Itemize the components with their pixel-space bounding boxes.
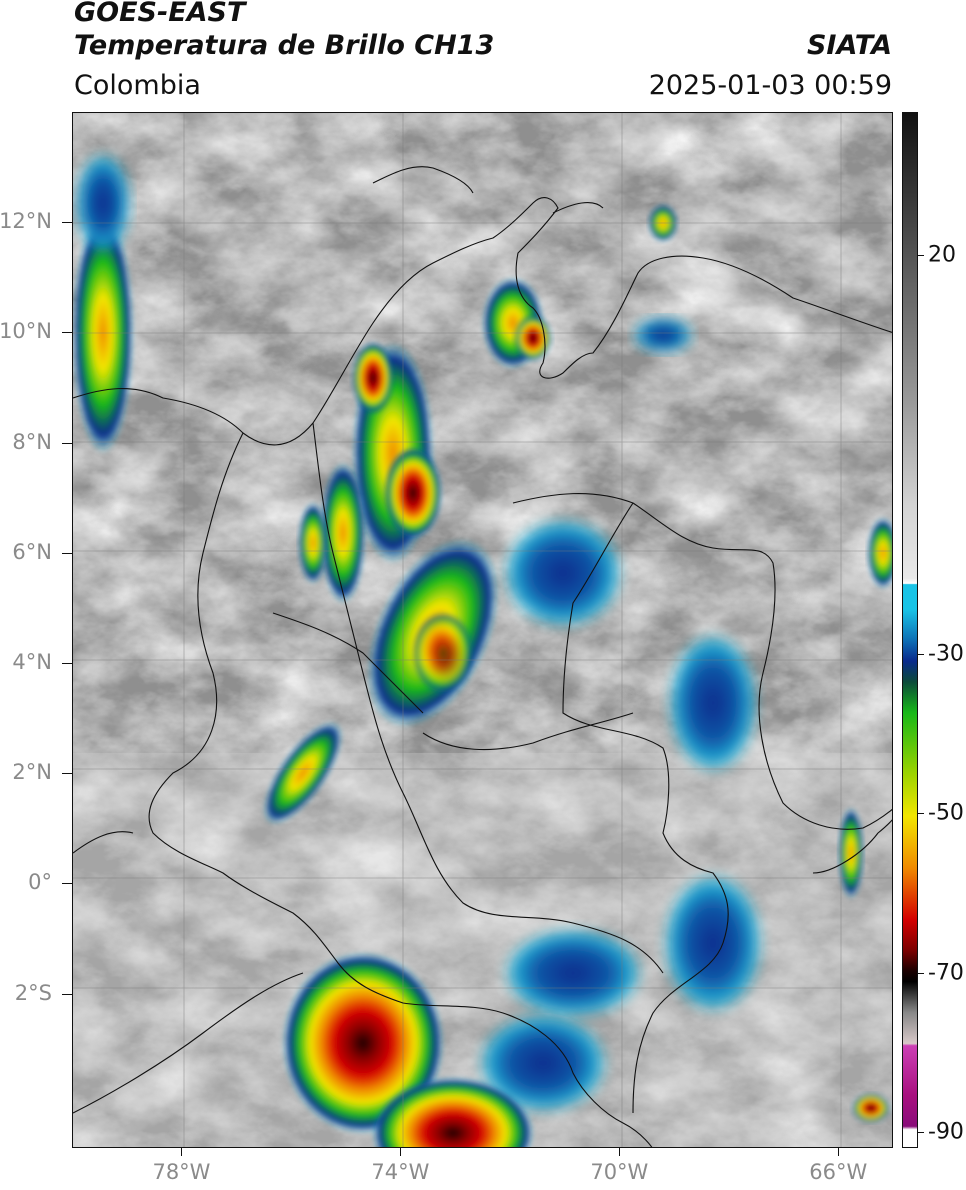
temperature-colorbar [902, 112, 918, 1148]
satellite-map [72, 112, 893, 1148]
latitude-tick-label: 12°N [0, 209, 52, 234]
product-title: Temperatura de Brillo CH13 [74, 30, 495, 61]
latitude-tick-mark [62, 442, 72, 444]
colorbar-tick-mark [918, 255, 924, 257]
colorbar-tick-mark [918, 972, 924, 974]
longitude-tick-label: 66°W [809, 1160, 868, 1184]
longitude-tick-mark [400, 1148, 402, 1156]
longitude-tick-mark [619, 1148, 621, 1156]
latitude-tick-mark [62, 663, 72, 665]
region-label: Colombia [74, 70, 201, 101]
colorbar-tick-label: -30 [928, 641, 964, 667]
timestamp-label: 2025-01-03 00:59 [648, 70, 892, 101]
latitude-tick-mark [62, 332, 72, 334]
latitude-tick-label: 10°N [0, 319, 52, 344]
colorbar-tick-label: 20 [928, 242, 956, 268]
longitude-tick-label: 74°W [371, 1160, 430, 1184]
latitude-tick-mark [62, 552, 72, 554]
satellite-title: GOES-EAST [74, 0, 246, 28]
latitude-tick-label: 2°N [12, 760, 52, 785]
colorbar-tick-mark [918, 653, 924, 655]
latitude-tick-mark [62, 993, 72, 995]
latitude-tick-mark [62, 222, 72, 224]
latitude-tick-label: 6°N [12, 539, 52, 564]
organization-label: SIATA [806, 30, 892, 61]
longitude-tick-label: 78°W [152, 1160, 211, 1184]
gridlines [73, 113, 892, 1147]
colorbar-tick-label: -90 [928, 1119, 964, 1145]
map-canvas [73, 113, 892, 1147]
latitude-tick-label: 8°N [12, 429, 52, 454]
colorbar-tick-label: -70 [928, 960, 964, 986]
latitude-tick-mark [62, 883, 72, 885]
longitude-tick-mark [181, 1148, 183, 1156]
longitude-tick-label: 70°W [590, 1160, 649, 1184]
latitude-tick-label: 0° [28, 870, 52, 895]
borders [73, 166, 892, 1147]
longitude-tick-mark [838, 1148, 840, 1156]
latitude-tick-label: 4°N [12, 650, 52, 675]
latitude-tick-label: 2°S [14, 980, 52, 1005]
colorbar-tick-mark [918, 813, 924, 815]
colorbar-tick-mark [918, 1132, 924, 1134]
colorbar-tick-label: -50 [928, 800, 964, 826]
latitude-tick-mark [62, 773, 72, 775]
